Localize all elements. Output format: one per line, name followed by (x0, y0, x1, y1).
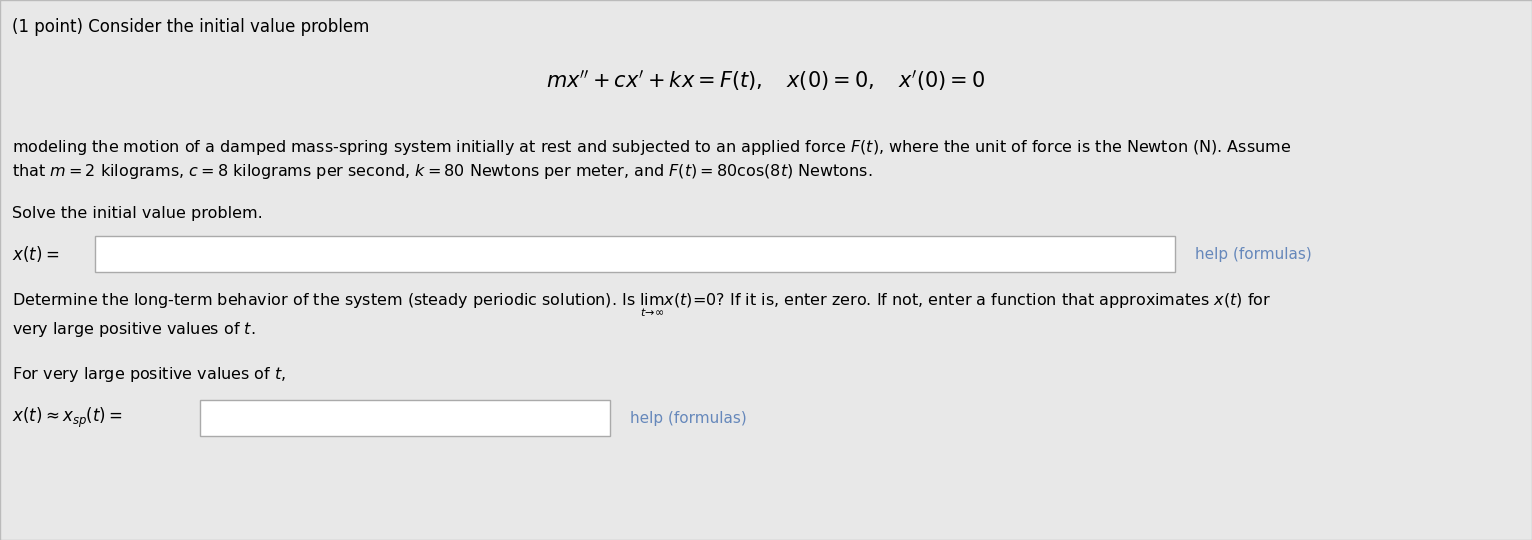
Text: $x(t) =$: $x(t) =$ (12, 244, 60, 264)
Text: very large positive values of $t$.: very large positive values of $t$. (12, 320, 256, 339)
Text: Determine the long-term behavior of the system (steady periodic solution). Is $\: Determine the long-term behavior of the … (12, 292, 1272, 319)
Text: help (formulas): help (formulas) (630, 410, 746, 426)
Text: For very large positive values of $t$,: For very large positive values of $t$, (12, 365, 286, 384)
Text: modeling the motion of a damped mass-spring system initially at rest and subject: modeling the motion of a damped mass-spr… (12, 138, 1291, 157)
FancyBboxPatch shape (201, 400, 610, 436)
Text: (1 point) Consider the initial value problem: (1 point) Consider the initial value pro… (12, 18, 369, 36)
Text: Solve the initial value problem.: Solve the initial value problem. (12, 206, 264, 221)
FancyBboxPatch shape (95, 236, 1175, 272)
Text: that $m = 2$ kilograms, $c = 8$ kilograms per second, $k = 80$ Newtons per meter: that $m = 2$ kilograms, $c = 8$ kilogram… (12, 162, 873, 181)
Text: $x(t) \approx x_{sp}(t) =$: $x(t) \approx x_{sp}(t) =$ (12, 406, 123, 430)
Text: help (formulas): help (formulas) (1195, 246, 1311, 261)
Text: $mx'' + cx' + kx = F(t), \quad x(0) = 0, \quad x'(0) = 0$: $mx'' + cx' + kx = F(t), \quad x(0) = 0,… (547, 68, 985, 93)
